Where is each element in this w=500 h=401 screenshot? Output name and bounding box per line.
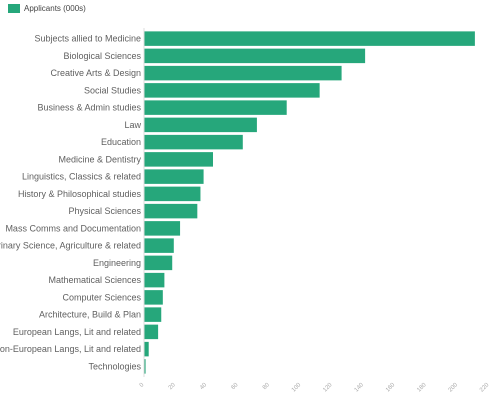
bar[interactable] xyxy=(144,134,243,150)
category-label: Law xyxy=(124,120,141,130)
bar[interactable] xyxy=(144,221,181,236)
bar[interactable] xyxy=(144,341,149,357)
bar[interactable] xyxy=(144,31,475,46)
x-tick-label: 60 xyxy=(231,382,240,391)
category-label: Physical Sciences xyxy=(68,206,141,216)
bar[interactable] xyxy=(144,359,146,374)
bar[interactable] xyxy=(144,83,320,98)
category-label: Subjects allied to Medicine xyxy=(34,34,141,44)
x-tick-label: 200 xyxy=(448,382,460,394)
category-label: Social Studies xyxy=(84,85,142,95)
category-label: Veterinary Science, Agriculture & relate… xyxy=(0,241,141,251)
bar[interactable] xyxy=(144,255,173,271)
category-label: European Langs, Lit and related xyxy=(13,327,141,337)
x-tick-label: 40 xyxy=(199,382,208,391)
bar[interactable] xyxy=(144,65,342,81)
x-tick-label: 20 xyxy=(168,382,177,391)
category-label: Technologies xyxy=(88,361,141,371)
category-label: Biological Sciences xyxy=(63,51,141,61)
category-label: Business & Admin studies xyxy=(37,103,141,113)
x-tick-label: 140 xyxy=(354,382,366,394)
bar[interactable] xyxy=(144,272,165,288)
x-tick-label: 0 xyxy=(139,382,146,389)
bar[interactable] xyxy=(144,48,366,64)
x-tick-label: 180 xyxy=(416,382,428,394)
legend-swatch xyxy=(8,4,20,13)
legend-label: Applicants (000s) xyxy=(24,4,86,13)
category-label: Linguistics, Classics & related xyxy=(22,172,141,182)
bar[interactable] xyxy=(144,290,163,305)
category-label: Non-European Langs, Lit and related xyxy=(0,344,141,354)
category-label: Creative Arts & Design xyxy=(50,68,141,78)
bar[interactable] xyxy=(144,307,162,322)
category-label: Engineering xyxy=(93,258,141,268)
x-tick-label: 120 xyxy=(322,382,334,394)
legend: Applicants (000s) xyxy=(8,4,86,13)
x-tick-label: 80 xyxy=(262,382,271,391)
category-label: Education xyxy=(101,137,141,147)
x-tick-label: 160 xyxy=(385,382,397,394)
bar[interactable] xyxy=(144,324,159,340)
category-label: History & Philosophical studies xyxy=(18,189,142,199)
x-tick-label: 220 xyxy=(479,382,491,394)
bar[interactable] xyxy=(144,169,204,184)
category-label: Mass Comms and Documentation xyxy=(5,223,141,233)
bar[interactable] xyxy=(144,152,213,167)
bar[interactable] xyxy=(144,238,174,253)
category-label: Architecture, Build & Plan xyxy=(39,310,141,320)
category-label: Computer Sciences xyxy=(62,292,141,302)
category-label: Medicine & Dentistry xyxy=(58,154,141,164)
bar[interactable] xyxy=(144,186,201,202)
x-tick-label: 100 xyxy=(291,382,303,394)
category-label: Mathematical Sciences xyxy=(48,275,141,285)
bar[interactable] xyxy=(144,117,257,133)
bar[interactable] xyxy=(144,100,287,115)
bar[interactable] xyxy=(144,203,198,219)
